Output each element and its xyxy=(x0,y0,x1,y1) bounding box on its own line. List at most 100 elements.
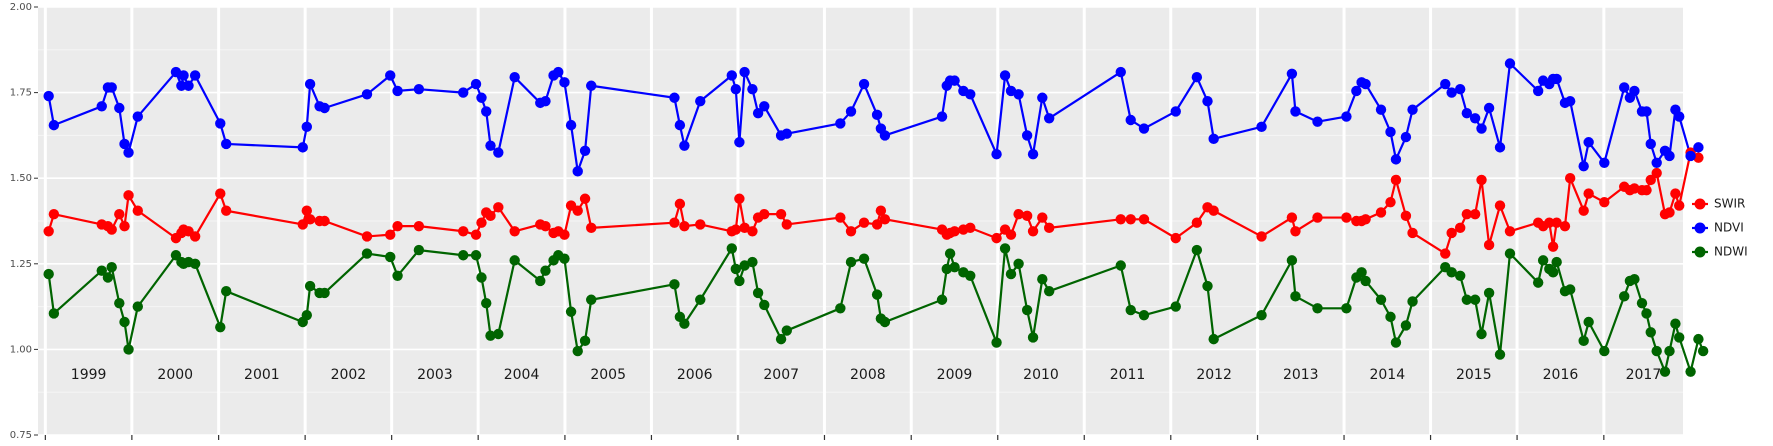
ndvi-data-point xyxy=(215,118,226,129)
swir-data-point xyxy=(1651,167,1662,179)
ndwi-data-point xyxy=(1476,328,1487,340)
ndwi-data-point xyxy=(1697,345,1709,357)
ndwi-data-point xyxy=(1390,337,1402,348)
ndwi-data-point xyxy=(1461,294,1473,305)
swir-data-point xyxy=(586,222,597,234)
swir-data-point xyxy=(114,208,125,220)
ndwi-data-point xyxy=(48,308,60,319)
ndvi-data-point xyxy=(1619,82,1630,93)
legend-label-ndvi: NDVI xyxy=(1714,221,1744,235)
swir-data-point xyxy=(1461,208,1473,220)
ndwi-data-point xyxy=(1375,294,1387,305)
ndvi-data-point xyxy=(1115,66,1126,78)
swir-data-point xyxy=(1385,196,1396,208)
ndvi-data-point xyxy=(1170,106,1181,117)
swir-data-point xyxy=(775,208,787,220)
ndvi-data-point xyxy=(1125,114,1136,126)
swir-data-point xyxy=(1115,214,1126,225)
ndwi-data-point xyxy=(535,275,546,287)
ndvi-data-point xyxy=(949,75,960,86)
swir-data-point xyxy=(949,226,960,237)
year-label: 2007 xyxy=(763,367,799,383)
ndwi-data-point xyxy=(1385,311,1396,323)
ndwi-data-point xyxy=(1551,256,1562,268)
swir-data-point xyxy=(485,210,496,222)
ndvi-data-point xyxy=(739,66,750,78)
ndwi-data-point xyxy=(470,250,482,261)
ndwi-data-point xyxy=(871,289,883,300)
ndvi-data-point xyxy=(759,101,770,112)
swir-data-point xyxy=(835,212,846,223)
ndvi-data-point xyxy=(845,106,857,117)
ndwi-data-point xyxy=(1693,333,1704,345)
swir-data-point xyxy=(1551,217,1562,228)
ndvi-data-point xyxy=(565,119,577,131)
y-tick-label: 1.75 xyxy=(10,88,32,99)
swir-data-point xyxy=(991,232,1002,244)
ndwi-data-point xyxy=(1037,274,1048,285)
ndvi-data-point xyxy=(221,138,232,150)
ndvi-data-point xyxy=(991,149,1002,160)
year-label: 2005 xyxy=(590,367,626,383)
y-tick-label: 0.75 xyxy=(10,430,32,441)
swir-data-point xyxy=(1483,239,1495,251)
ndwi-data-point xyxy=(1494,349,1506,360)
swir-data-point xyxy=(1674,200,1685,211)
swir-data-point xyxy=(1286,212,1298,223)
swir-data-point xyxy=(1664,207,1675,218)
ndwi-data-point xyxy=(1356,267,1367,278)
ndvi-data-point xyxy=(1407,104,1418,115)
ndvi-data-point xyxy=(1440,78,1451,90)
ndvi-data-point xyxy=(965,89,976,100)
year-label: 2017 xyxy=(1626,367,1662,383)
ndvi-data-point xyxy=(1013,89,1024,100)
ndwi-series-points xyxy=(43,243,1709,377)
ndwi-data-point xyxy=(1599,345,1610,357)
ndvi-data-point xyxy=(1138,123,1150,134)
ndwi-data-point xyxy=(1583,316,1594,328)
y-tick-label: 1.00 xyxy=(10,344,32,355)
ndvi-data-point xyxy=(1037,92,1048,103)
ndwi-data-point xyxy=(1202,280,1213,292)
ndvi-data-point xyxy=(1483,102,1495,114)
ndvi-data-point xyxy=(679,140,690,151)
year-label: 2009 xyxy=(937,367,973,383)
swir-data-point xyxy=(540,220,551,232)
ndwi-data-point xyxy=(1537,255,1549,266)
ndvi-data-point xyxy=(1385,126,1396,138)
ndwi-data-point xyxy=(301,309,312,321)
swir-data-point xyxy=(1043,222,1055,234)
ndwi-data-point xyxy=(759,299,770,311)
year-label: 2010 xyxy=(1023,367,1059,383)
ndwi-data-point xyxy=(43,268,54,280)
ndwi-data-point xyxy=(879,316,891,328)
year-label: 2003 xyxy=(417,367,453,383)
ndwi-data-point xyxy=(1256,309,1267,321)
swir-data-point xyxy=(221,205,232,216)
swir-data-point xyxy=(1290,226,1301,237)
ndwi-data-point xyxy=(221,285,232,297)
ndvi-data-point xyxy=(936,111,948,122)
ndvi-data-point xyxy=(1583,137,1594,148)
ndvi-data-point xyxy=(1208,133,1219,145)
swir-data-point xyxy=(1670,188,1681,199)
ndvi-data-point xyxy=(458,87,469,98)
swir-data-point xyxy=(1312,212,1323,223)
grid-lines xyxy=(38,6,1683,436)
year-label: 2011 xyxy=(1110,367,1146,383)
swir-data-point xyxy=(476,217,487,228)
legend-key-point xyxy=(1694,198,1706,210)
ndvi-data-point xyxy=(1504,58,1516,69)
ndvi-data-point xyxy=(1599,157,1610,168)
year-label: 2004 xyxy=(504,367,540,383)
year-label: 2014 xyxy=(1369,367,1405,383)
ndwi-data-point xyxy=(739,260,750,271)
swir-data-point xyxy=(730,224,742,235)
ndvi-data-point xyxy=(485,140,496,151)
ndwi-data-point xyxy=(1685,366,1696,377)
ndvi-data-point xyxy=(1043,113,1055,124)
year-labels: 1999 2000 2001 2002 2003 2004 2005 2006 2007 2008… xyxy=(71,367,1661,383)
ndwi-data-point xyxy=(845,256,857,268)
swir-data-point xyxy=(319,215,330,227)
